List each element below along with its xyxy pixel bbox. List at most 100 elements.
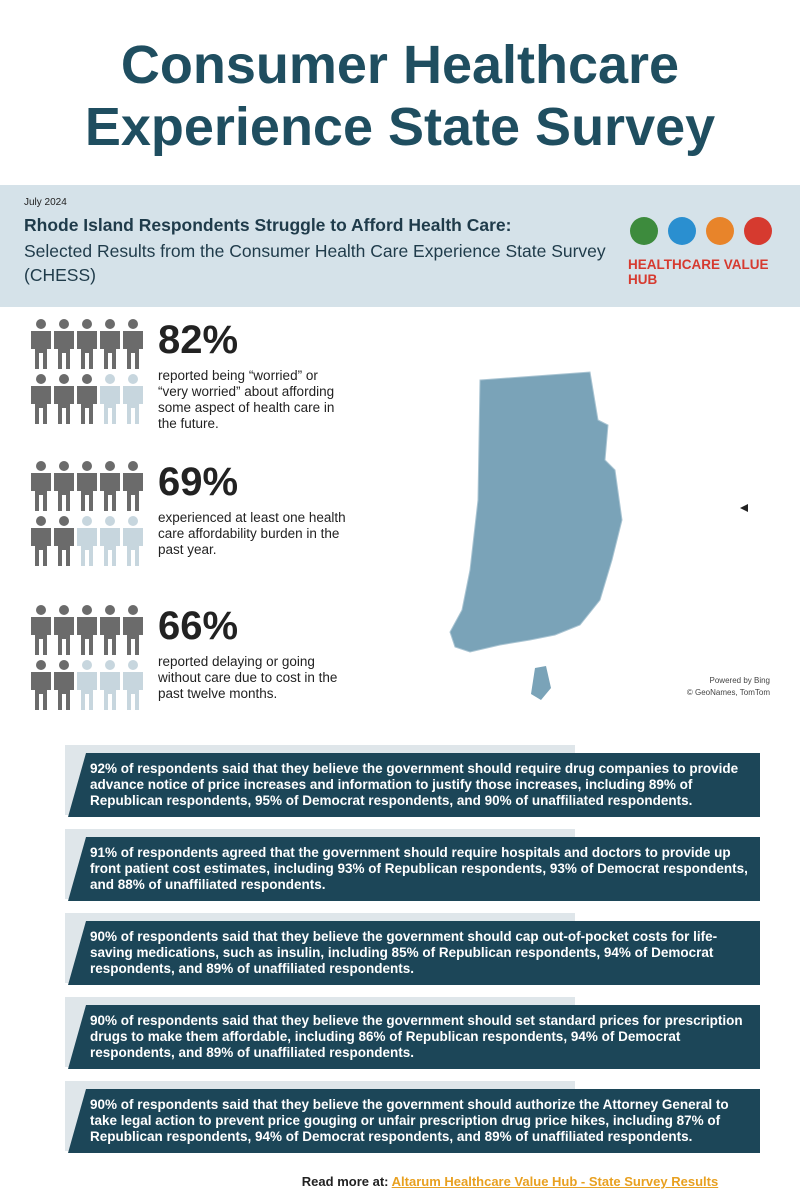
finding: 90% of respondents said that they believ…	[68, 1005, 760, 1069]
icon-head	[59, 605, 69, 615]
stat-percent: 69%	[158, 460, 239, 504]
stat-text: experienced at least one health care aff…	[158, 510, 346, 557]
logo-text: HEALTHCARE VALUE HUB	[628, 257, 769, 287]
icon-head	[59, 461, 69, 471]
icon-head	[82, 461, 92, 471]
person-icon	[77, 461, 97, 511]
person-icon	[77, 319, 97, 369]
icon-body	[123, 617, 143, 655]
stat-text: reported being “worried” or “very worrie…	[158, 368, 335, 431]
person-icon	[123, 660, 143, 710]
icon-body	[100, 672, 120, 710]
icon-body	[77, 528, 97, 566]
headline: Rhode Island Respondents Struggle to Aff…	[24, 215, 512, 235]
person-icon	[77, 516, 97, 566]
icon-body	[31, 331, 51, 369]
logo-icons	[630, 217, 772, 245]
person-icon	[31, 319, 51, 369]
icon-head	[36, 319, 46, 329]
title-line: Consumer Healthcare	[120, 35, 680, 95]
icon-head	[105, 374, 115, 384]
footer-lead: Read more at:	[301, 1174, 389, 1189]
icon-body	[54, 672, 74, 710]
icon-head	[128, 660, 138, 670]
person-icon	[100, 374, 120, 424]
person-icon	[77, 660, 97, 710]
icon-head	[105, 461, 115, 471]
icon-head	[82, 605, 92, 615]
stat-text: reported delaying or going without care …	[158, 654, 338, 701]
icon-body	[31, 386, 51, 424]
icon-head	[128, 605, 138, 615]
icon-body	[123, 672, 143, 710]
icon-body	[100, 473, 120, 511]
icon-head	[82, 516, 92, 526]
person-icon	[54, 516, 74, 566]
icon-head	[36, 374, 46, 384]
icon-head	[36, 660, 46, 670]
icon-head	[36, 605, 46, 615]
icon-head	[36, 461, 46, 471]
icon-body	[54, 386, 74, 424]
icon-head	[82, 319, 92, 329]
icon-head	[128, 516, 138, 526]
icon-body	[100, 528, 120, 566]
map-credit: © GeoNames, TomTom	[686, 688, 770, 697]
icon-body	[100, 617, 120, 655]
person-icon	[100, 516, 120, 566]
icon-grid	[31, 319, 143, 424]
person-icon	[100, 660, 120, 710]
footer-link[interactable]: Altarum Healthcare Value Hub - State Sur…	[391, 1174, 719, 1189]
icon-body	[77, 672, 97, 710]
icon-body	[54, 528, 74, 566]
icon-head	[59, 374, 69, 384]
map-credit: Powered by Bing	[709, 676, 770, 685]
icon-head	[128, 374, 138, 384]
date: July 2024	[24, 197, 67, 208]
icon-body	[31, 672, 51, 710]
person-icon	[100, 605, 120, 655]
person-icon	[77, 374, 97, 424]
person-icon	[31, 605, 51, 655]
icon-head	[105, 516, 115, 526]
footer: Read more at: Altarum Healthcare Value H…	[0, 1174, 800, 1189]
icon-body	[54, 473, 74, 511]
icon-grid	[31, 605, 143, 710]
icon-head	[128, 319, 138, 329]
icon-head	[36, 516, 46, 526]
icon-head	[105, 319, 115, 329]
icon-grid	[31, 461, 143, 566]
stat-percent: 82%	[158, 318, 239, 362]
icon-body	[123, 473, 143, 511]
icon-head	[105, 605, 115, 615]
finding: 92% of respondents said that they believ…	[68, 753, 760, 817]
person-icon	[77, 605, 97, 655]
icon-body	[77, 473, 97, 511]
icon-body	[31, 617, 51, 655]
icon-body	[123, 331, 143, 369]
icon-body	[77, 617, 97, 655]
icon-head	[82, 660, 92, 670]
icon-body	[100, 331, 120, 369]
icon-body	[54, 617, 74, 655]
icon-head	[59, 516, 69, 526]
icon-body	[31, 528, 51, 566]
person-icon	[54, 660, 74, 710]
stat-percent: 66%	[158, 604, 239, 648]
person-icon	[123, 605, 143, 655]
header-band: July 2024 Rhode Island Respondents Strug…	[0, 185, 800, 307]
person-icon	[31, 461, 51, 511]
person-icon	[54, 319, 74, 369]
icon-body	[123, 528, 143, 566]
subtitle: Selected Results from the Consumer Healt…	[24, 241, 606, 285]
person-icon	[54, 605, 74, 655]
icon-body	[77, 386, 97, 424]
icon-head	[59, 660, 69, 670]
person-icon	[123, 319, 143, 369]
person-icon	[123, 516, 143, 566]
person-icon	[100, 319, 120, 369]
person-icon	[31, 374, 51, 424]
icon-body	[77, 331, 97, 369]
person-icon	[54, 374, 74, 424]
